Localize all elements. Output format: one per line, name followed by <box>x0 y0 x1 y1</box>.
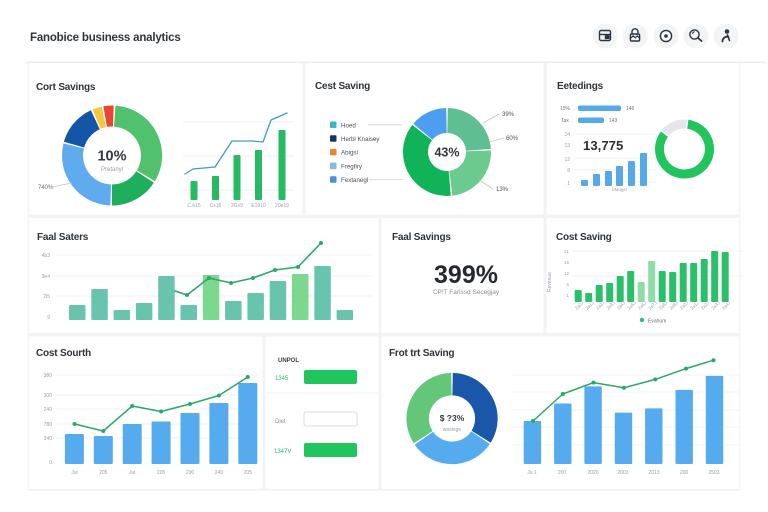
svg-text:2Gv9: 2Gv9 <box>231 203 243 209</box>
svg-text:740%: 740% <box>38 185 54 191</box>
svg-text:13,775: 13,775 <box>583 138 623 153</box>
svg-text:60%: 60% <box>506 136 519 142</box>
svg-text:2a9J: 2a9J <box>668 300 678 310</box>
svg-text:205: 205 <box>157 470 166 476</box>
svg-text:Cest Saving: Cest Saving <box>315 81 370 92</box>
svg-text:21: 21 <box>564 249 570 254</box>
svg-text:146: 146 <box>626 106 635 112</box>
svg-text:Revenue: Revenue <box>547 272 553 292</box>
svg-text:$ ?3%: $ ?3% <box>440 413 465 423</box>
svg-text:380: 380 <box>44 373 53 379</box>
svg-text:2a7J: 2a7J <box>647 300 657 310</box>
svg-text:9: 9 <box>47 315 50 321</box>
svg-text:Jul: Jul <box>129 470 135 476</box>
svg-text:15%: 15% <box>560 106 571 112</box>
svg-text:2a4J: 2a4J <box>721 300 731 310</box>
svg-text:1347V: 1347V <box>274 449 291 455</box>
svg-text:0: 0 <box>49 460 52 466</box>
svg-text:2a2J: 2a2J <box>700 300 710 310</box>
svg-text:·: · <box>584 187 586 192</box>
svg-text:2020: 2020 <box>587 470 598 476</box>
svg-text:Hoed: Hoed <box>341 122 356 129</box>
svg-text:Tax: Tax <box>561 118 569 124</box>
svg-text:Pretanyl: Pretanyl <box>101 167 123 173</box>
svg-text:Jul: Jul <box>71 470 77 476</box>
svg-text:200: 200 <box>680 470 689 476</box>
svg-text:2a5J: 2a5J <box>626 300 636 310</box>
svg-text:Herbl Knaisey: Herbl Knaisey <box>341 136 380 143</box>
svg-text:Fregfiry: Fregfiry <box>341 163 363 170</box>
svg-text:2a0J: 2a0J <box>679 300 689 310</box>
svg-text:39%: 39% <box>502 112 515 118</box>
svg-text:43%: 43% <box>434 146 459 160</box>
svg-text:12: 12 <box>564 157 570 163</box>
svg-text:2a3J: 2a3J <box>710 300 720 310</box>
svg-text:Diet: Diet <box>275 419 286 425</box>
svg-text:··: ·· <box>607 187 610 192</box>
svg-text:CP!T Farlssd Secegjay: CP!T Farlssd Secegjay <box>433 289 500 296</box>
svg-text:2013: 2013 <box>648 470 659 476</box>
svg-text:bMogsl: bMogsl <box>612 187 627 192</box>
svg-text:Cost Saving: Cost Saving <box>556 232 612 243</box>
svg-text:2003: 2003 <box>617 470 628 476</box>
svg-text:205: 205 <box>99 470 108 476</box>
svg-text:205: 205 <box>244 470 253 476</box>
svg-text:Cort Savings: Cort Savings <box>36 82 96 93</box>
svg-text:13%: 13% <box>496 187 509 193</box>
svg-text:Abigsl: Abigsl <box>341 150 358 157</box>
svg-text:8: 8 <box>567 168 570 174</box>
svg-text:Ju 1: Ju 1 <box>527 470 537 476</box>
svg-text:C.b15: C.b15 <box>187 203 201 209</box>
svg-text:1: 1 <box>567 181 570 187</box>
svg-text:2i5: 2i5 <box>43 294 50 300</box>
svg-text:waslege: waslege <box>443 427 462 433</box>
svg-text:Evahum: Evahum <box>648 319 666 325</box>
svg-text:240: 240 <box>215 470 224 476</box>
svg-text:20e19: 20e19 <box>275 203 289 209</box>
svg-text:Faal Saters: Faal Saters <box>37 232 89 243</box>
svg-text:UNPOL: UNPOL <box>278 358 299 364</box>
svg-text:·: · <box>643 187 645 192</box>
svg-text:12: 12 <box>564 271 570 276</box>
svg-text:Fextanegl: Fextanegl <box>341 177 368 184</box>
svg-text:143: 143 <box>609 118 618 124</box>
svg-text:1: 1 <box>566 293 569 298</box>
svg-text:Cost Sourth: Cost Sourth <box>36 348 91 359</box>
svg-text:16: 16 <box>564 260 570 265</box>
svg-text:780: 780 <box>44 422 53 428</box>
svg-text:13: 13 <box>564 143 570 149</box>
svg-text:Eetedings: Eetedings <box>557 81 604 92</box>
svg-text:399%: 399% <box>434 261 498 289</box>
svg-text:Fanobice business analytics: Fanobice business analytics <box>30 32 181 44</box>
svg-text:3e4: 3e4 <box>42 274 51 280</box>
svg-text:10%: 10% <box>97 149 126 165</box>
svg-text:2a6J: 2a6J <box>637 300 647 310</box>
svg-text:2a8J: 2a8J <box>658 300 668 310</box>
svg-text:4b3: 4b3 <box>42 253 51 259</box>
svg-text:340: 340 <box>44 436 53 442</box>
svg-text:·: · <box>596 187 598 192</box>
svg-text:2a0J: 2a0J <box>574 300 584 310</box>
svg-text:2a4J: 2a4J <box>616 300 626 310</box>
svg-text:2a1J: 2a1J <box>689 300 699 310</box>
svg-text:200: 200 <box>186 470 195 476</box>
svg-text:1345: 1345 <box>275 376 289 382</box>
svg-text:2a1J: 2a1J <box>584 300 594 310</box>
svg-text:14: 14 <box>564 132 570 138</box>
svg-text:200: 200 <box>558 470 567 476</box>
svg-text:240: 240 <box>44 407 53 413</box>
svg-text:Cx16: Cx16 <box>210 203 222 209</box>
svg-text:2a2J: 2a2J <box>595 300 605 310</box>
svg-text:300: 300 <box>44 393 53 399</box>
svg-text:Frot trt Saving: Frot trt Saving <box>389 348 454 359</box>
svg-text:2a3J: 2a3J <box>605 300 615 310</box>
svg-text:2503: 2503 <box>708 470 719 476</box>
svg-text:Faal Savings: Faal Savings <box>392 232 451 243</box>
svg-text:E1910: E1910 <box>251 203 266 209</box>
svg-text:6: 6 <box>566 282 569 287</box>
